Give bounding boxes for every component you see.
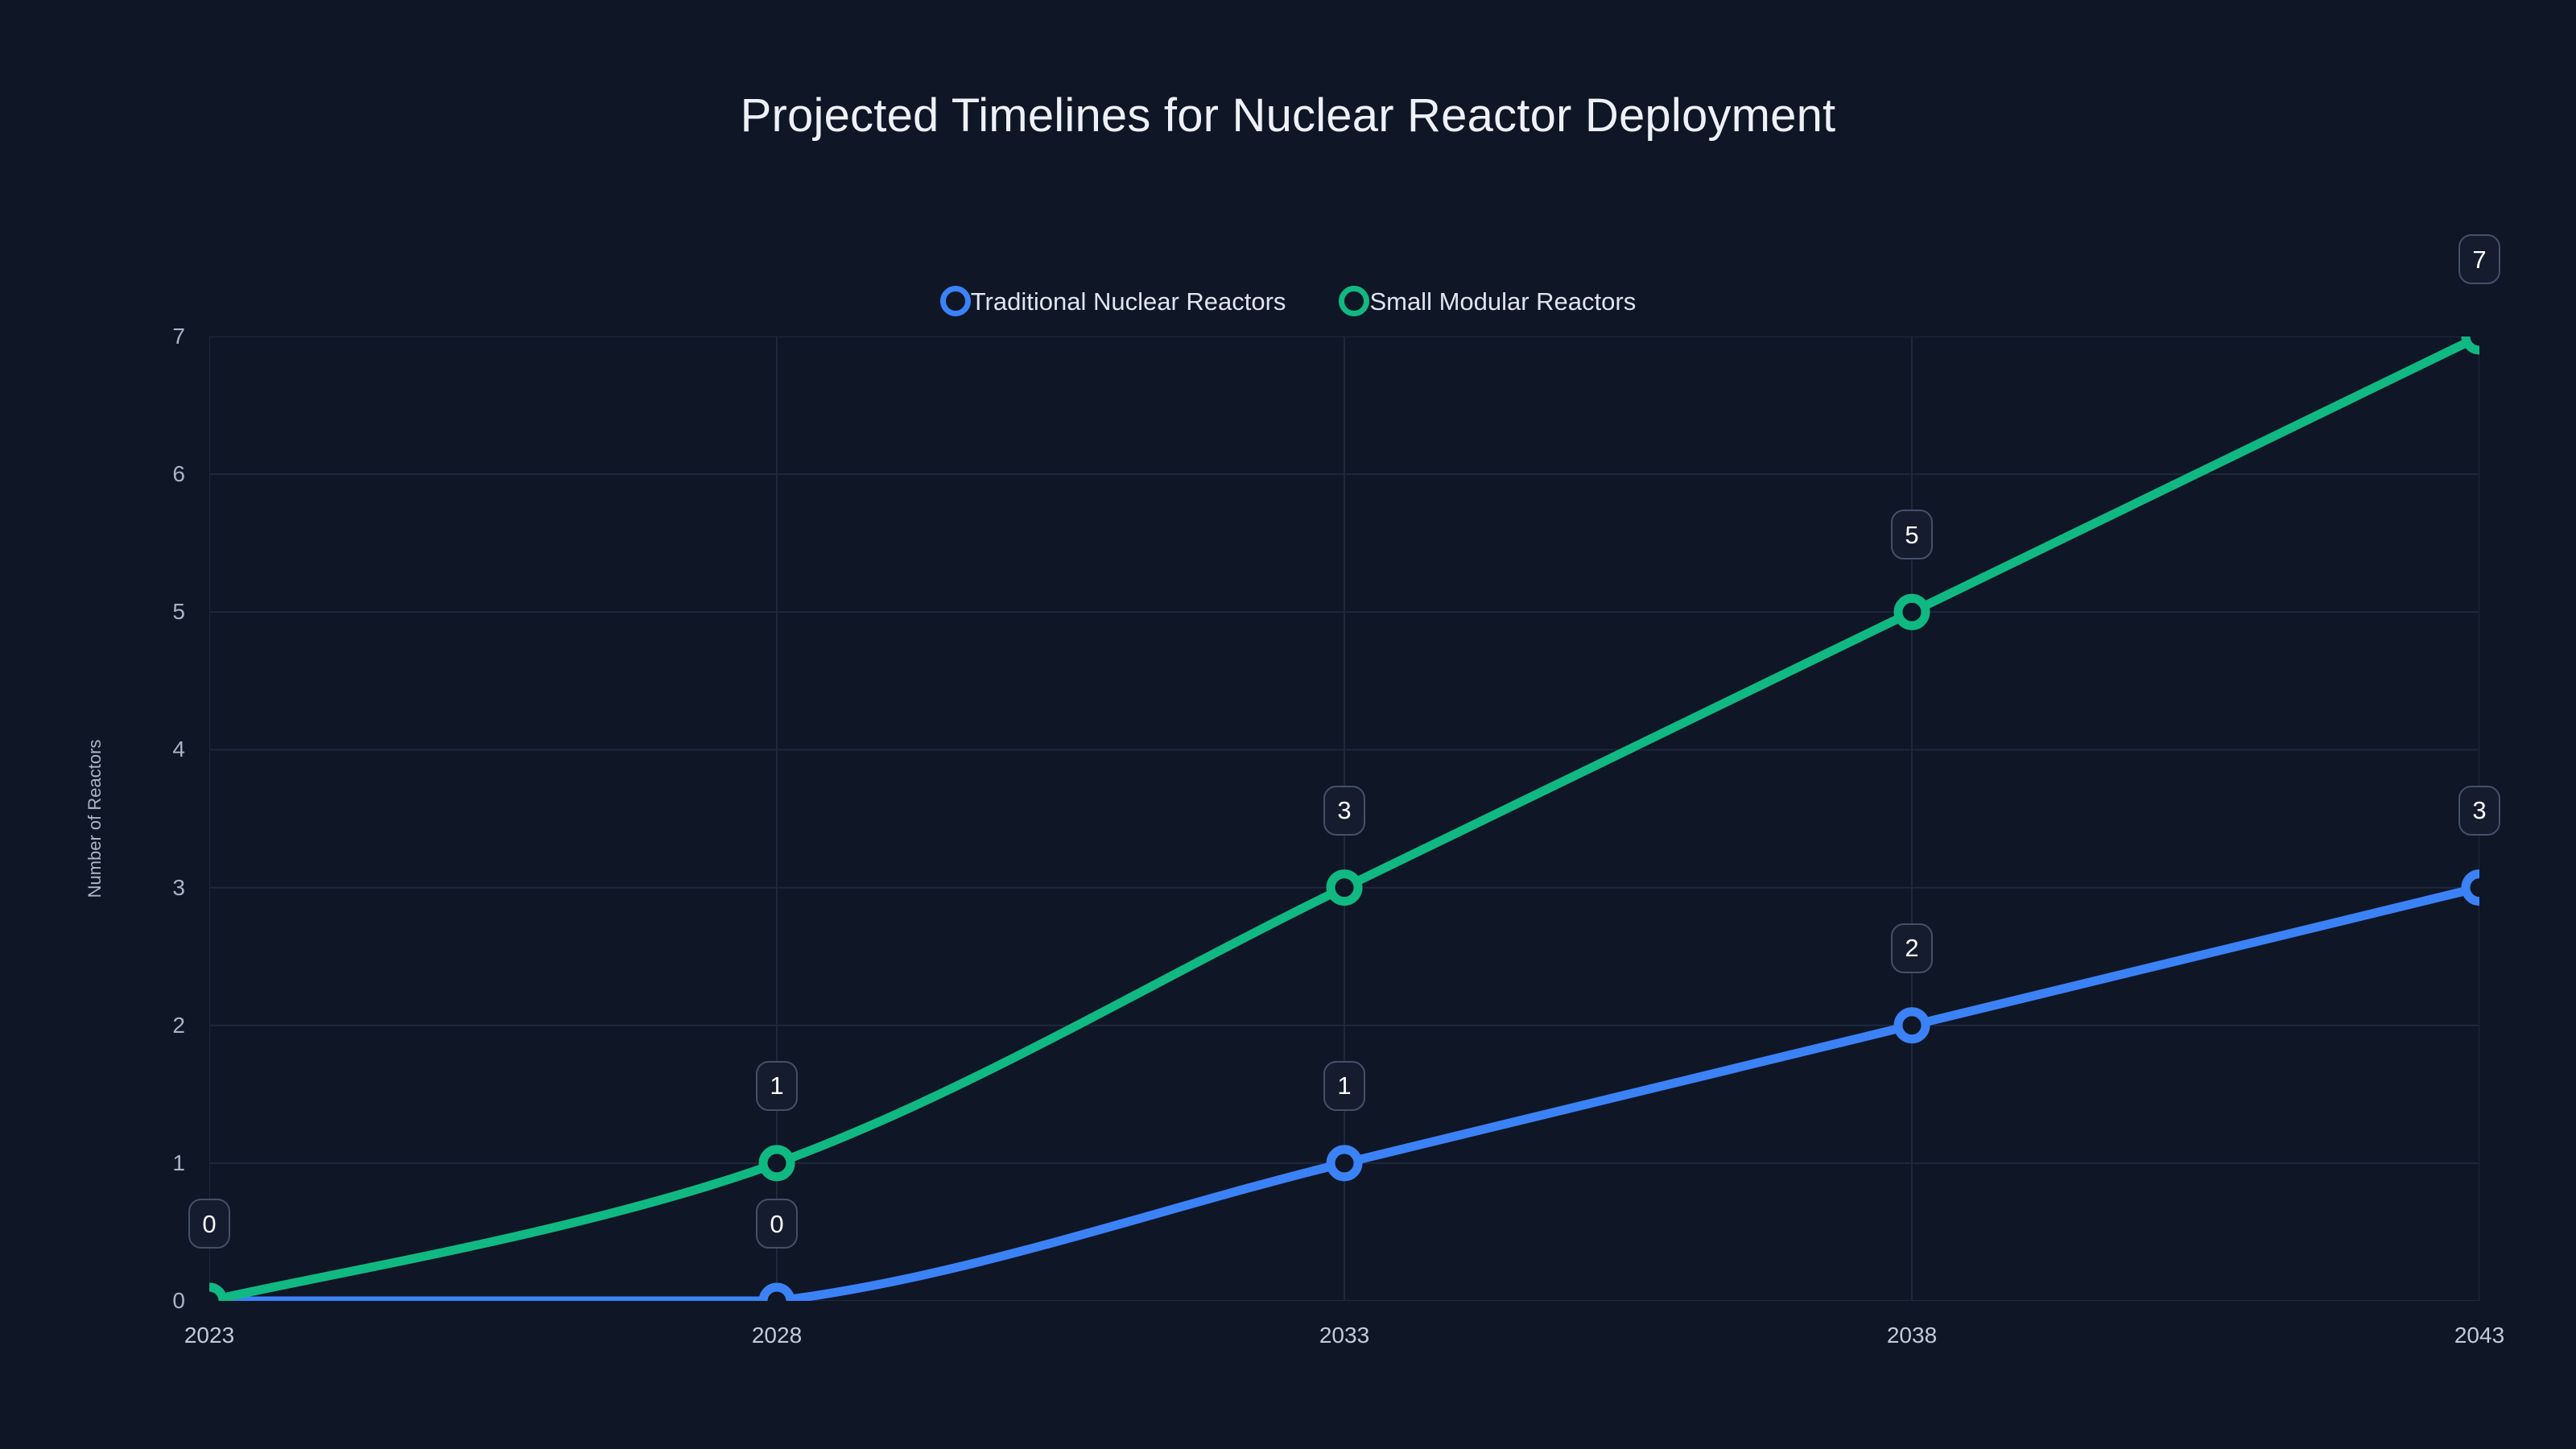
data-point-marker: [758, 1282, 795, 1301]
y-tick-label: 1: [172, 1150, 185, 1175]
data-point-marker: [1893, 1007, 1930, 1044]
data-point-marker: [1893, 593, 1930, 630]
x-tick-label: 2038: [1886, 1323, 1938, 1348]
data-point-marker: [2461, 869, 2479, 906]
y-axis-label: Number of Reactors: [85, 739, 105, 898]
data-value-label: 5: [1891, 510, 1933, 560]
data-value-label: 0: [756, 1199, 798, 1249]
legend-item-smr[interactable]: Small Modular Reactors: [1339, 286, 1636, 316]
data-point-marker: [1326, 869, 1363, 906]
legend-item-traditional[interactable]: Traditional Nuclear Reactors: [939, 286, 1286, 316]
chart-svg: [209, 336, 2479, 1301]
x-tick-label: 2028: [751, 1323, 803, 1348]
x-axis-ticks: 2023 2028 2033 2038 2043: [184, 1323, 2504, 1361]
y-tick-label: 5: [172, 599, 185, 625]
legend-label-traditional: Traditional Nuclear Reactors: [970, 287, 1286, 316]
data-value-label: 0: [188, 1199, 230, 1249]
plot-area: [209, 336, 2479, 1301]
legend-ring-icon-smr: [1339, 286, 1370, 316]
data-value-label: 1: [1323, 1060, 1365, 1111]
chart-legend: Traditional Nuclear Reactors Small Modul…: [0, 286, 2576, 316]
data-point-marker: [209, 1282, 228, 1301]
data-point-marker: [2461, 336, 2479, 355]
x-tick-label: 2043: [2454, 1323, 2505, 1348]
data-value-label: 1: [756, 1060, 798, 1111]
x-tick-label: 2033: [1319, 1323, 1370, 1348]
legend-ring-icon-traditional: [939, 286, 971, 316]
data-value-label: 3: [1323, 785, 1365, 836]
data-point-marker: [758, 1145, 795, 1182]
y-tick-label: 7: [172, 324, 185, 349]
page-title: Projected Timelines for Nuclear Reactor …: [740, 89, 1836, 142]
data-value-label: 2: [1891, 923, 1933, 973]
y-tick-label: 4: [172, 737, 185, 762]
data-point-marker: [1326, 1145, 1363, 1182]
y-tick-label: 2: [172, 1012, 185, 1038]
x-tick-label: 2023: [184, 1323, 235, 1348]
legend-label-smr: Small Modular Reactors: [1369, 287, 1637, 316]
data-value-label: 7: [2458, 234, 2500, 284]
y-axis-ticks: 0 1 2 3 4 5 6 7: [129, 325, 185, 1312]
y-tick-label: 3: [172, 874, 185, 900]
y-tick-label: 6: [172, 461, 185, 487]
data-value-label: 3: [2458, 785, 2500, 836]
y-tick-label: 0: [172, 1288, 185, 1313]
